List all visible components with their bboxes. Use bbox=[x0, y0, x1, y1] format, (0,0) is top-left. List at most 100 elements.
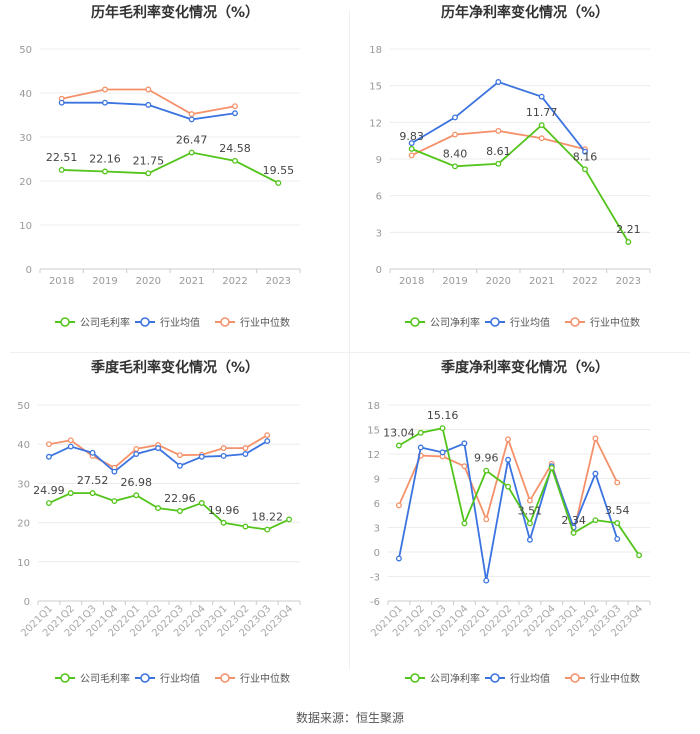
y-tick-label: 15 bbox=[367, 426, 380, 437]
data-point-industry-median bbox=[232, 103, 238, 110]
y-tick-label: 20 bbox=[19, 177, 32, 188]
y-tick-label: 10 bbox=[17, 558, 30, 569]
data-label: 22.16 bbox=[89, 152, 121, 165]
chart-svg: 历年净利率变化情况（%） 0 3 6 9 12 15 18 2018 2019 2020 2021 20… bbox=[369, 4, 651, 329]
x-tick-label: 2019 bbox=[442, 276, 467, 287]
data-point-company bbox=[102, 168, 108, 175]
chart-title: 历年毛利率变化情况（%） bbox=[91, 4, 259, 21]
data-point-company bbox=[582, 166, 588, 173]
legend-item-industry-avg: 行业均值 bbox=[135, 672, 200, 685]
data-point-company bbox=[188, 149, 195, 156]
quarterly-gross-margin-chart: 季度毛利率变化情况（%） 0 10 20 30 40 50 2021Q1 2021Q2 2021Q… bbox=[0, 355, 350, 705]
data-label: 9.96 bbox=[474, 452, 499, 465]
series-line-industry-avg bbox=[398, 442, 619, 581]
data-point-industry-avg bbox=[395, 555, 402, 562]
data-point-company bbox=[111, 498, 118, 504]
y-tick-label: 10 bbox=[19, 221, 32, 232]
y-tick-label: 15 bbox=[369, 82, 382, 93]
y-tick-label: 30 bbox=[17, 479, 30, 490]
data-point-company bbox=[439, 425, 446, 432]
data-point-industry-avg bbox=[452, 114, 458, 121]
legend-item-company: 公司净利率 bbox=[405, 316, 480, 329]
data-point-industry-avg bbox=[111, 468, 118, 475]
data-point-industry-median bbox=[461, 463, 468, 470]
data-label: 8.16 bbox=[573, 150, 598, 163]
data-label: 24.99 bbox=[33, 484, 65, 497]
data-point-industry-median bbox=[408, 152, 415, 159]
legend-marker bbox=[60, 317, 70, 327]
legend-marker bbox=[140, 317, 150, 327]
legend-label: 行业中位数 bbox=[590, 316, 640, 329]
data-label: 8.40 bbox=[443, 147, 468, 160]
data-point-industry-avg bbox=[67, 443, 74, 450]
y-tick-label: 3 bbox=[374, 524, 380, 535]
chart-svg: 历年毛利率变化情况（%） 0 10 20 30 40 50 2018 2019 2020 2021 2… bbox=[19, 4, 301, 329]
legend-label: 行业均值 bbox=[160, 316, 200, 329]
data-label: 18.22 bbox=[252, 511, 284, 524]
data-label: 27.52 bbox=[77, 474, 109, 487]
data-point-industry-median bbox=[45, 441, 52, 448]
x-tick-label: 2023 bbox=[616, 276, 641, 287]
y-tick-label: 6 bbox=[374, 499, 380, 510]
data-point-industry-avg bbox=[176, 462, 183, 469]
chart-title: 季度毛利率变化情况（%） bbox=[90, 359, 259, 376]
data-point-industry-avg bbox=[439, 449, 446, 456]
data-label: 19.96 bbox=[208, 504, 240, 517]
data-point-industry-median bbox=[67, 437, 74, 444]
data-point-industry-avg bbox=[89, 449, 96, 456]
y-tick-label: -6 bbox=[370, 597, 380, 608]
data-point-company bbox=[452, 163, 458, 170]
data-point-industry-median bbox=[264, 432, 271, 439]
data-point-industry-median bbox=[395, 502, 402, 509]
data-point-company bbox=[570, 529, 577, 536]
data-point-industry-median bbox=[176, 452, 183, 459]
x-tick-label: 2021 bbox=[529, 276, 554, 287]
legend-label: 公司毛利率 bbox=[80, 316, 130, 329]
data-point-industry-avg bbox=[133, 451, 140, 457]
data-point-industry-avg bbox=[220, 453, 227, 459]
x-tick-label: 2018 bbox=[49, 276, 74, 287]
data-point-company bbox=[198, 500, 205, 506]
data-point-company bbox=[417, 429, 424, 436]
legend-marker bbox=[60, 673, 70, 683]
data-point-industry-median bbox=[592, 435, 599, 442]
data-label: 21.75 bbox=[133, 154, 165, 167]
data-label: 26.98 bbox=[121, 476, 153, 489]
data-point-industry-avg bbox=[495, 79, 502, 85]
data-label: 24.58 bbox=[219, 142, 251, 155]
y-tick-label: 0 bbox=[26, 265, 32, 276]
data-point-industry-avg bbox=[58, 99, 65, 106]
y-tick-label: 40 bbox=[19, 89, 32, 100]
x-tick-label: 2019 bbox=[92, 276, 117, 287]
data-point-industry-avg bbox=[505, 456, 512, 463]
legend-item-industry-avg: 行业均值 bbox=[485, 672, 550, 685]
y-tick-label: 9 bbox=[374, 475, 380, 486]
data-point-industry-median bbox=[452, 131, 458, 138]
series-line-company bbox=[398, 427, 640, 556]
data-point-company bbox=[538, 122, 545, 129]
y-tick-label: 30 bbox=[19, 133, 32, 144]
y-tick-label: 18 bbox=[367, 401, 380, 412]
data-point-industry-median bbox=[483, 516, 490, 523]
data-label: 26.47 bbox=[176, 134, 208, 147]
data-label: 19.55 bbox=[263, 164, 295, 177]
y-tick-label: 50 bbox=[17, 401, 30, 412]
data-label: 3.54 bbox=[605, 504, 630, 517]
series-line-industry-avg bbox=[411, 80, 586, 153]
data-point-company bbox=[89, 490, 96, 497]
data-point-industry-median bbox=[188, 111, 195, 118]
legend-label: 行业均值 bbox=[510, 316, 550, 329]
data-point-company bbox=[275, 180, 282, 186]
legend-item-industry-median: 行业中位数 bbox=[565, 672, 640, 685]
legend-item-industry-avg: 行业均值 bbox=[485, 316, 550, 329]
series-line-company bbox=[61, 151, 279, 184]
series-line-company bbox=[411, 123, 630, 243]
data-point-industry-avg bbox=[483, 577, 490, 584]
x-tick-label: 2020 bbox=[486, 276, 511, 287]
data-point-company bbox=[636, 552, 643, 559]
horizontal-divider bbox=[10, 352, 690, 353]
y-tick-label: 6 bbox=[376, 192, 382, 203]
data-point-company bbox=[461, 520, 468, 527]
data-point-company bbox=[133, 492, 140, 499]
data-point-industry-avg bbox=[188, 116, 195, 123]
